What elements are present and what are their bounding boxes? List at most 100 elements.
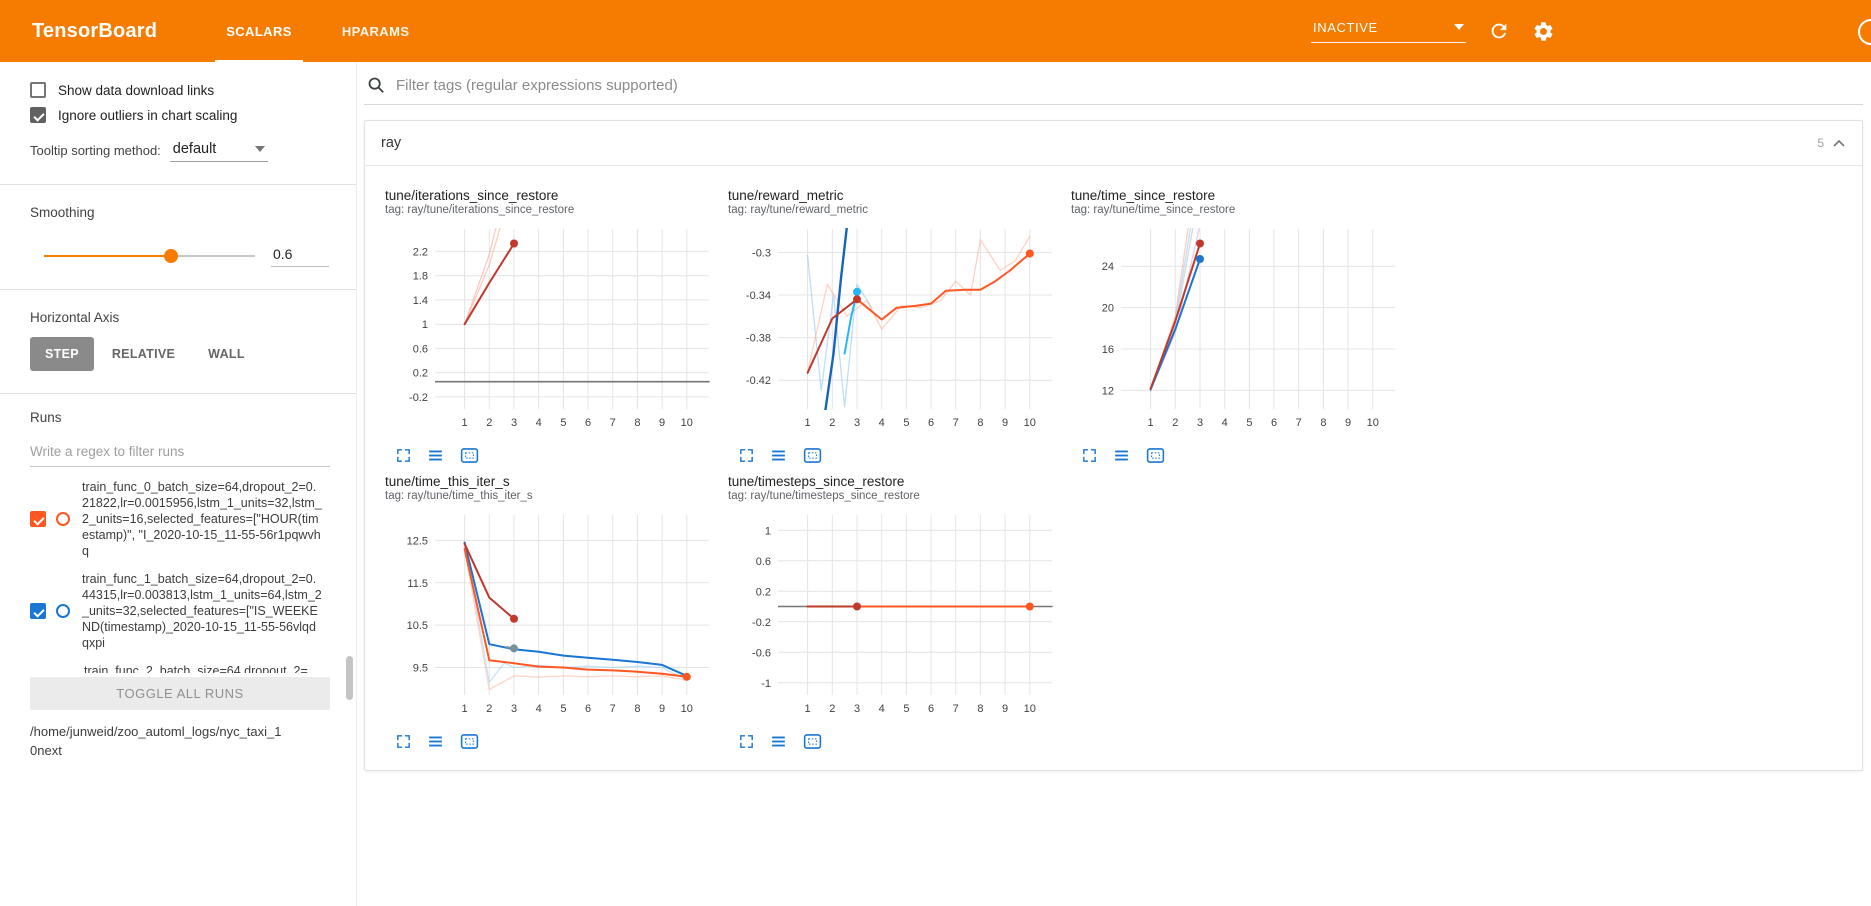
axis-step-button[interactable]: STEP [30,337,94,371]
status-dropdown[interactable]: INACTIVE [1311,20,1466,43]
checkbox-icon[interactable] [30,82,46,98]
svg-text:-0.34: -0.34 [746,290,771,302]
svg-text:6: 6 [928,417,934,429]
run-label: train_func_0_batch_size=64,dropout_2=0.2… [82,480,322,558]
refresh-button[interactable] [1488,20,1510,42]
pin-chart-icon[interactable] [802,445,823,466]
expand-chart-icon[interactable] [1081,447,1098,464]
run-label: train_func_2_batch_size=64,dropout_2= [84,664,308,673]
checkbox-icon[interactable] [30,107,46,123]
series-end-dot [853,295,861,304]
main-content: ray 5 tune/iterations_since_restoretag: … [357,62,1871,906]
series-end-dot [510,644,518,653]
show-download-links-toggle[interactable]: Show data download links [30,82,330,98]
svg-text:10.5: 10.5 [407,620,428,632]
chart-canvas[interactable]: 1 2 3 4 5 6 7 8 9 10 -1 -0.6 -0.2 0.2 0.6 1 [728,507,1058,719]
pin-chart-icon[interactable] [1145,445,1166,466]
chart-toolbar [395,731,715,752]
svg-text:-0.2: -0.2 [752,617,771,629]
svg-text:5: 5 [903,417,909,429]
runs-selector-icon[interactable] [427,733,444,750]
slider-thumb[interactable] [163,248,178,263]
pin-chart-icon[interactable] [459,731,480,752]
svg-text:9: 9 [1345,417,1351,429]
ignore-outliers-toggle[interactable]: Ignore outliers in chart scaling [30,107,330,123]
series-end-dot [1196,239,1204,248]
runs-selector-icon[interactable] [427,447,444,464]
pin-chart-icon[interactable] [459,445,480,466]
chart-tag: tag: ray/tune/reward_metric [728,204,868,216]
run-item[interactable]: train_func_2_batch_size=64,dropout_2= [30,657,330,673]
svg-text:7: 7 [610,417,616,429]
smoothing-value-field[interactable]: 0.6 [271,244,329,267]
chart-canvas[interactable]: 1 2 3 4 5 6 7 8 9 10 -0.42 -0.38 -0.34 -0.3 [728,221,1058,433]
svg-text:1: 1 [1148,417,1154,429]
svg-text:4: 4 [536,417,542,429]
svg-text:5: 5 [1246,417,1252,429]
svg-text:24: 24 [1102,261,1114,273]
smoothing-slider[interactable] [44,248,255,263]
checkbox-label: Ignore outliers in chart scaling [58,107,238,123]
tag-filter-input[interactable] [396,76,1863,94]
chart-title: tune/time_since_restore [1071,188,1216,203]
run-color-swatch[interactable] [56,512,70,526]
svg-text:4: 4 [879,703,885,715]
chart-tag: tag: ray/tune/iterations_since_restore [385,204,575,216]
expand-chart-icon[interactable] [395,447,412,464]
run-checkbox[interactable] [30,603,46,619]
chevron-up-icon[interactable] [1832,138,1846,148]
svg-text:-0.3: -0.3 [752,247,771,259]
svg-text:6: 6 [1271,417,1277,429]
expand-chart-icon[interactable] [738,447,755,464]
expand-chart-icon[interactable] [395,733,412,750]
svg-text:2: 2 [829,703,835,715]
svg-text:1: 1 [765,525,771,537]
svg-text:6: 6 [585,417,591,429]
svg-text:-0.2: -0.2 [409,392,428,404]
run-item[interactable]: train_func_0_batch_size=64,dropout_2=0.2… [30,473,330,565]
chart-card: tune/reward_metric tag: ray/tune/reward_m… [728,188,1058,468]
runs-filter-input[interactable] [30,437,330,467]
divider [0,289,356,290]
svg-text:7: 7 [953,417,959,429]
svg-text:9: 9 [659,703,665,715]
svg-text:1: 1 [422,319,428,331]
status-label: INACTIVE [1313,19,1378,35]
run-checkbox[interactable] [30,511,46,527]
tooltip-sorting-select[interactable]: default [169,139,268,162]
chart-title: tune/reward_metric [728,188,844,203]
svg-text:16: 16 [1102,344,1114,356]
run-color-swatch[interactable] [56,604,70,618]
expand-chart-icon[interactable] [738,733,755,750]
refresh-icon [1491,23,1507,39]
svg-text:10: 10 [681,703,693,715]
sidebar-scrollbar[interactable] [346,656,353,700]
toggle-all-runs-button[interactable]: TOGGLE ALL RUNS [30,677,330,710]
svg-text:2: 2 [486,703,492,715]
tag-group-header[interactable]: ray 5 [365,121,1862,166]
runs-selector-icon[interactable] [1113,447,1130,464]
series-end-dot [682,672,691,681]
axis-wall-button[interactable]: WALL [193,337,260,371]
runs-label: Runs [30,410,62,425]
chart-canvas[interactable]: 1 2 3 4 5 6 7 8 9 10 9.5 10.5 11.5 12.5 [385,507,715,719]
tab-scalars[interactable]: SCALARS [201,0,317,62]
series-end-dot [510,239,518,248]
tab-hparams[interactable]: HPARAMS [341,23,410,39]
svg-text:12.5: 12.5 [407,535,428,547]
settings-button[interactable] [1532,20,1555,43]
run-item[interactable]: train_func_1_batch_size=64,dropout_2=0.4… [30,565,330,657]
pin-chart-icon[interactable] [802,731,823,752]
help-icon[interactable] [1858,19,1871,45]
series-end-dot [510,614,518,623]
axis-relative-button[interactable]: RELATIVE [97,337,190,371]
svg-text:3: 3 [1197,417,1203,429]
runs-selector-icon[interactable] [770,733,787,750]
tab-bar: SCALARS HPARAMS [201,0,434,62]
chart-canvas[interactable]: 1 2 3 4 5 6 7 8 9 10 -0.2 0.2 0.6 1 1.4 1.8 2.2 [385,221,715,433]
search-icon [368,77,384,93]
runs-list: train_func_0_batch_size=64,dropout_2=0.2… [30,473,330,673]
runs-selector-icon[interactable] [770,447,787,464]
chart-count: 5 [1817,136,1824,150]
